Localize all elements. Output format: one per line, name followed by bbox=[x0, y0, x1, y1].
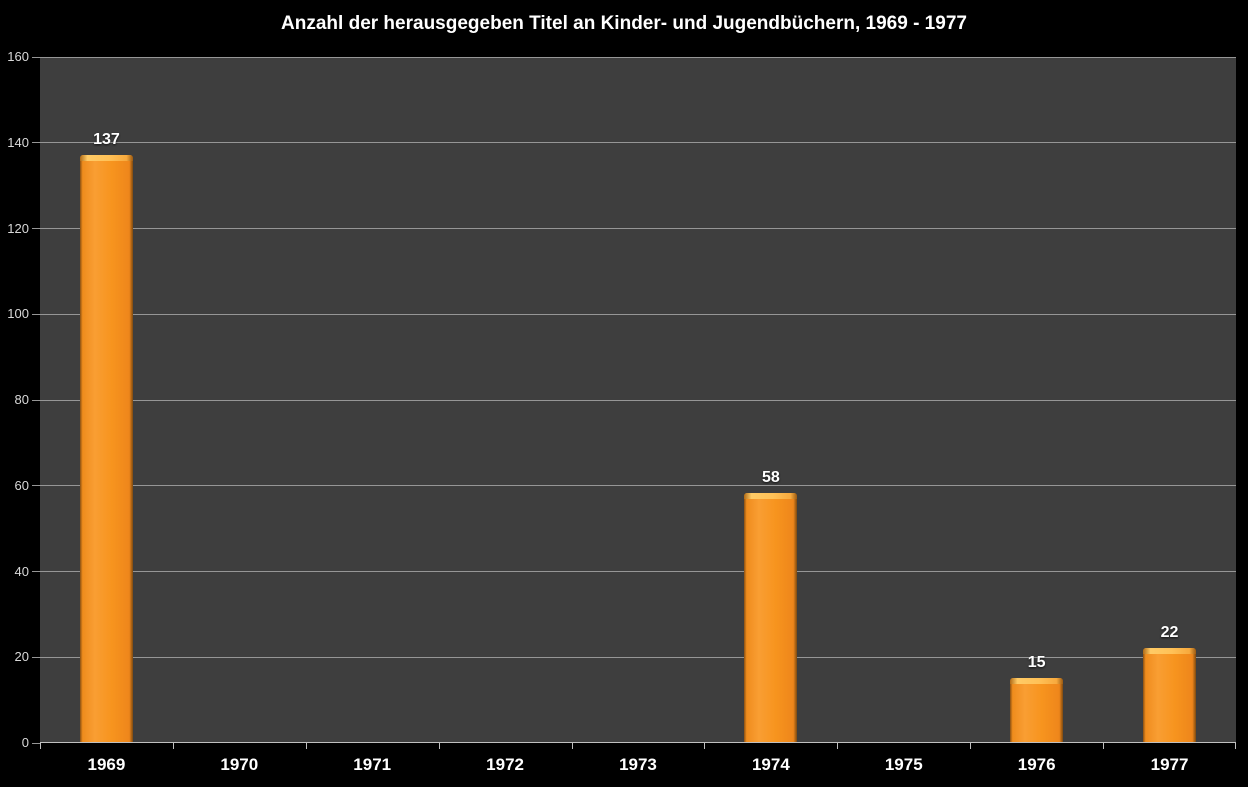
x-axis-boundary-tick bbox=[1235, 743, 1236, 749]
bar-value-label: 58 bbox=[761, 469, 780, 487]
x-axis-boundary-tick bbox=[438, 743, 440, 749]
x-axis: 1969 1970 1971 1972 1973 1974 1975 1976 1977 bbox=[40, 755, 1236, 781]
y-axis-tick-label: 140 bbox=[7, 134, 29, 150]
x-axis-boundary-tick bbox=[970, 743, 972, 749]
y-axis-tick-label: 0 bbox=[21, 735, 29, 750]
bar-value-label: 22 bbox=[1160, 623, 1179, 641]
plot-area: 137 58 15 22 bbox=[40, 57, 1236, 749]
y-axis-tick-label: 40 bbox=[14, 563, 29, 579]
x-axis-boundary-tick bbox=[571, 743, 573, 749]
gridline-120 bbox=[40, 228, 1236, 229]
bar-value-label: 15 bbox=[1027, 653, 1046, 671]
y-axis-tick bbox=[32, 228, 40, 229]
y-axis-tick-label: 60 bbox=[14, 477, 29, 493]
x-axis-category-label: 1974 bbox=[751, 755, 790, 774]
y-axis-tick bbox=[32, 742, 40, 744]
x-axis-boundary-tick bbox=[305, 743, 307, 749]
y-axis-tick bbox=[32, 656, 40, 658]
x-axis-category-label: 1975 bbox=[884, 755, 923, 774]
x-axis-boundary-tick bbox=[172, 743, 174, 749]
gridline-40 bbox=[40, 571, 1236, 572]
x-axis-boundary-tick bbox=[837, 743, 839, 749]
y-axis-tick bbox=[32, 485, 40, 487]
y-axis: 0 20 40 60 80 100 120 140 160 bbox=[0, 49, 40, 757]
y-axis-tick bbox=[32, 142, 40, 144]
y-axis-tick-label: 20 bbox=[14, 649, 29, 665]
x-axis-category-label: 1976 bbox=[1017, 755, 1056, 774]
x-axis-category-label: 1969 bbox=[87, 755, 126, 774]
gridline-160 bbox=[40, 57, 1236, 58]
bar-1977 bbox=[1143, 647, 1197, 742]
gridline-140 bbox=[40, 142, 1236, 144]
x-axis-category-label: 1977 bbox=[1150, 755, 1189, 774]
chart-title: Anzahl der herausgegeben Titel an Kinder… bbox=[281, 13, 967, 34]
y-axis-tick-label: 100 bbox=[7, 306, 29, 322]
x-axis-category-label: 1970 bbox=[220, 755, 259, 774]
y-axis-tick bbox=[32, 56, 40, 58]
x-axis-category-label: 1973 bbox=[619, 755, 657, 774]
bar-value-label: 137 bbox=[93, 130, 120, 148]
y-axis-tick bbox=[32, 571, 40, 572]
x-axis-boundary-tick bbox=[40, 743, 41, 749]
x-axis-category-label: 1971 bbox=[353, 755, 392, 774]
gridline-100 bbox=[40, 313, 1236, 315]
y-axis-tick bbox=[32, 399, 40, 401]
y-axis-tick-label: 80 bbox=[14, 392, 29, 407]
bar-1974 bbox=[744, 493, 798, 742]
gridline-20 bbox=[40, 656, 1236, 658]
bar-1969 bbox=[79, 154, 133, 742]
y-axis-tick-label: 160 bbox=[7, 49, 29, 64]
bar-1976 bbox=[1010, 677, 1064, 742]
gridline-80 bbox=[40, 399, 1236, 401]
x-axis-category-label: 1972 bbox=[486, 755, 524, 774]
x-axis-boundary-tick bbox=[704, 743, 706, 749]
y-axis-tick-label: 120 bbox=[7, 220, 29, 236]
x-axis-boundary-tick bbox=[1103, 743, 1105, 749]
y-axis-tick bbox=[32, 313, 40, 315]
gridline-60 bbox=[40, 485, 1236, 487]
